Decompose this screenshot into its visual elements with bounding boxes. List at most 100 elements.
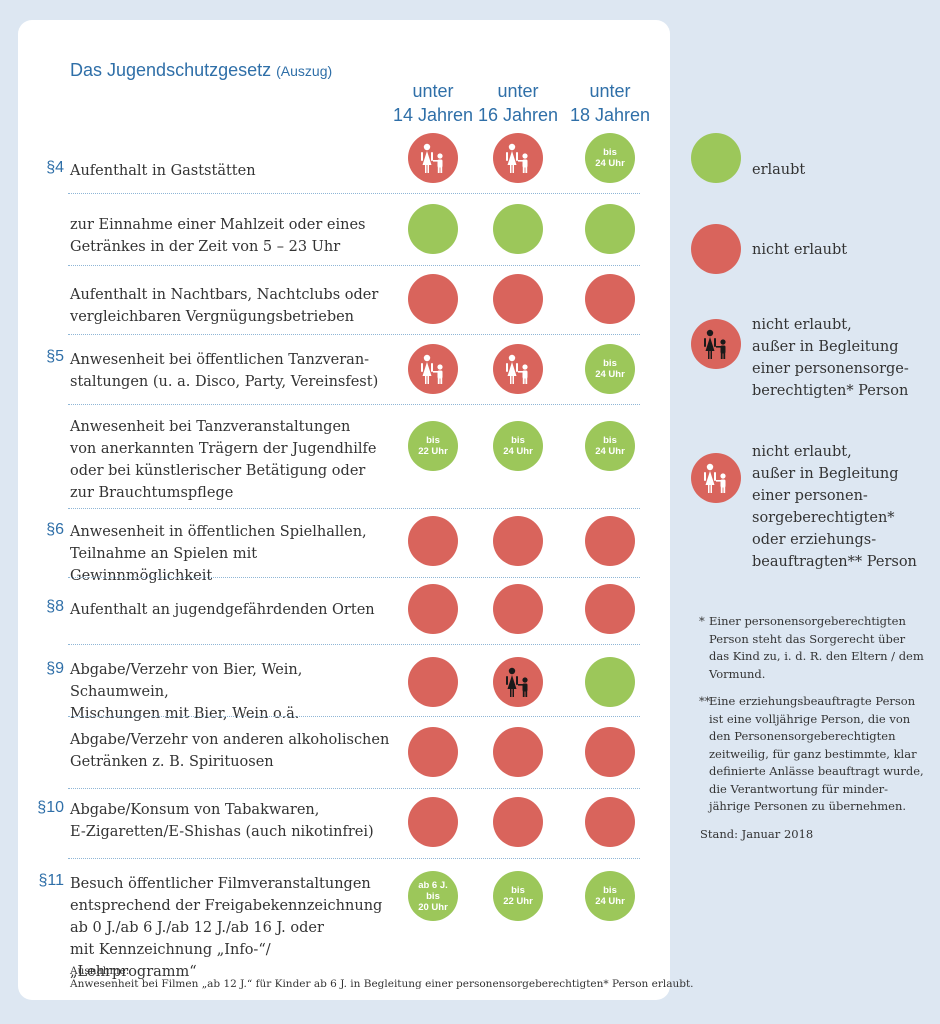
row-separator (68, 404, 640, 405)
legend-text-line: nicht erlaubt, (752, 444, 852, 460)
status-dot (585, 516, 635, 566)
status-dot (408, 516, 458, 566)
column-header-18: unter 18 Jahren (560, 79, 660, 127)
column-header-line: unter (412, 81, 454, 101)
time-label: bis 22 Uhr (418, 435, 448, 457)
status-dot (585, 204, 635, 254)
footnote-line: ist eine volljährige Person, die von (709, 711, 911, 726)
row-separator (68, 508, 640, 509)
status-dot: ab 6 J. bis 20 Uhr (408, 871, 458, 921)
adult-child-white-icon (699, 461, 733, 495)
time-label: ab 6 J. bis 20 Uhr (418, 879, 448, 913)
adult-child-black-icon (501, 665, 535, 699)
row-description: Anwesenheit bei öffentlichen Tanzveran-s… (70, 349, 390, 393)
legend-text-line: oder erziehungs- (752, 532, 877, 548)
paragraph-number: §4 (46, 159, 64, 176)
paragraph-number: §8 (46, 598, 64, 615)
legend-text-line: nicht erlaubt (752, 242, 848, 258)
time-label: bis 24 Uhr (595, 885, 625, 907)
row-description-line: von anerkannten Trägern der Jugendhilfe (70, 441, 377, 457)
legend-text: nicht erlaubt, außer in Begleitung einer p… (752, 314, 909, 402)
footnote-line: jährige Personen zu übernehmen. (709, 799, 907, 813)
legend-dot (691, 453, 741, 503)
row-description: zur Einnahme einer Mahlzeit oder eines Ge… (70, 214, 390, 258)
row-description-line: Besuch öffentlicher Filmveranstaltungen (70, 876, 371, 892)
legend-text-line: nicht erlaubt, (752, 317, 852, 333)
row-description-line: ab 0 J./ab 6 J./ab 12 J./ab 16 J. oder (70, 920, 324, 936)
footnote-line: definierte Anlässe beauftragt wurde, (709, 764, 924, 778)
row-description-line: zur Einnahme einer Mahlzeit oder eines (70, 217, 366, 233)
row-description: Anwesenheit bei Tanzveranstaltungen von a… (70, 416, 390, 504)
column-header-line: 18 Jahren (569, 105, 651, 125)
exception-note: Ausnahme: Anwesenheit bei Filmen „ab 12 … (70, 965, 694, 991)
legend-text-line: erlaubt (752, 162, 806, 178)
row-separator (68, 265, 640, 266)
row-description: Abgabe/Konsum von Tabakwaren, E-Zigarette… (70, 799, 390, 843)
legend-text-line: sorgeberechtigten* (752, 510, 895, 526)
footnote: * Einer personensorgeberechtigten Person s… (699, 613, 929, 683)
footnote-line: zeitweilig, für ganz bestimmte, klar (709, 746, 917, 761)
time-label: bis 22 Uhr (503, 885, 533, 907)
status-dot (408, 133, 458, 183)
status-dot (585, 797, 635, 847)
column-header-line: unter (497, 81, 539, 101)
status-dot (585, 274, 635, 324)
status-dot (408, 204, 458, 254)
paragraph-number: §9 (46, 660, 64, 677)
status-dot (408, 274, 458, 324)
exception-text: Anwesenheit bei Filmen „ab 12 J.“ für Ki… (70, 978, 694, 990)
footnote-line: Vormund. (709, 666, 766, 681)
table-card (18, 20, 670, 1000)
row-description-line: Mischungen mit Bier, Wein o.ä. (70, 706, 300, 722)
status-dot (493, 657, 543, 707)
row-description-line: vergleichbaren Vergnügungsbetrieben (70, 309, 355, 325)
row-description: Aufenthalt in Gaststätten (70, 160, 390, 182)
column-header-16: unter 16 Jahren (468, 79, 568, 127)
footnote-marker: ** (699, 694, 711, 708)
time-label: bis 24 Uhr (595, 358, 625, 380)
column-header-line: 14 Jahren (392, 105, 474, 125)
footnote-line: die Verantwortung für minder- (709, 781, 889, 796)
row-description-line: Aufenthalt in Nachtbars, Nachtclubs oder (70, 287, 379, 303)
status-dot: bis 24 Uhr (493, 421, 543, 471)
row-description-line: Abgabe/Konsum von Tabakwaren, (70, 802, 320, 818)
status-dot (585, 727, 635, 777)
status-dot (493, 274, 543, 324)
time-label: bis 24 Uhr (595, 147, 625, 169)
row-description-line: Getränkes in der Zeit von 5 – 23 Uhr (70, 239, 341, 255)
legend-text: nicht erlaubt (752, 239, 847, 261)
status-dot: bis 24 Uhr (585, 133, 635, 183)
adult-child-black-icon (699, 327, 733, 361)
legend-dot (691, 133, 741, 183)
row-separator (68, 644, 640, 645)
paragraph-number: §5 (46, 348, 64, 365)
legend-dot (691, 319, 741, 369)
row-description: Aufenthalt in Nachtbars, Nachtclubs oder… (70, 284, 390, 328)
status-dot: bis 24 Uhr (585, 344, 635, 394)
adult-child-white-icon (416, 352, 450, 386)
page-title: Das Jugendschutzgesetz (Auszug) (70, 60, 332, 81)
status-dot (585, 584, 635, 634)
row-description: Anwesenheit in öffentlichen Spielhallen,… (70, 521, 390, 587)
status-dot (493, 133, 543, 183)
title-main: Das Jugendschutzgesetz (70, 60, 272, 80)
row-description-line: Anwesenheit bei öffentlichen Tanzveran- (70, 352, 370, 368)
row-description-line: Abgabe/Verzehr von Bier, Wein, Schaumwei… (70, 662, 303, 700)
row-description-line: Anwesenheit bei Tanzveranstaltungen (70, 419, 351, 435)
row-description-line: Aufenthalt in Gaststätten (70, 163, 256, 179)
footnote-marker: * (699, 614, 705, 628)
legend-text: nicht erlaubt, außer in Begleitung einer p… (752, 441, 917, 573)
status-dot: bis 24 Uhr (585, 421, 635, 471)
legend-text-line: beauftragten** Person (752, 554, 917, 570)
column-header-line: unter (589, 81, 631, 101)
row-description-line: oder bei künstlerischer Betätigung oder (70, 463, 366, 479)
footnote: ** Eine erziehungsbeauftragte Person ist e… (699, 693, 929, 816)
row-description-line: Anwesenheit in öffentlichen Spielhallen, (70, 524, 367, 540)
status-dot (493, 204, 543, 254)
footnote-line: Einer personensorgeberechtigten (709, 614, 906, 628)
legend-dot (691, 224, 741, 274)
status-dot (493, 727, 543, 777)
legend-text-line: einer personen- (752, 488, 868, 504)
paragraph-number: §6 (46, 521, 64, 538)
time-label: bis 24 Uhr (503, 435, 533, 457)
